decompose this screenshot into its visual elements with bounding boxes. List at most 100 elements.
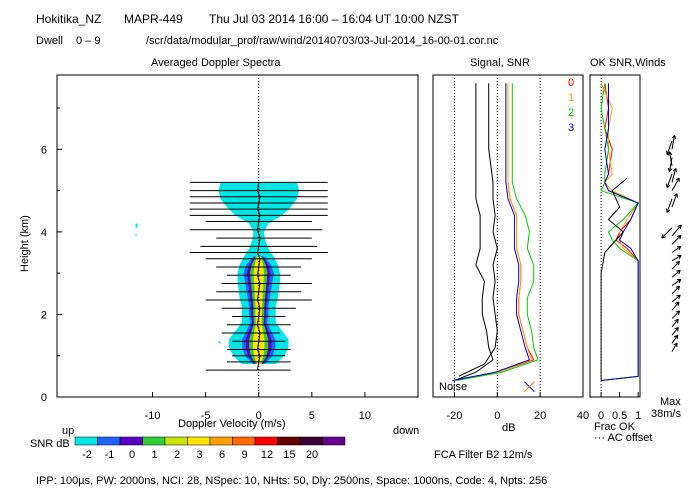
- snr-db-label: SNR dB: [30, 438, 70, 450]
- wind-arrow-head: [678, 261, 681, 266]
- wind-arrow-head: [676, 234, 682, 237]
- wind-arrow-head: [665, 150, 668, 155]
- wind-arrow-head: [674, 327, 679, 330]
- colorbar-swatch: [209, 436, 233, 446]
- wind-arrow: [671, 334, 679, 344]
- dwell-label: Dwell: [36, 35, 63, 47]
- wind-arrow: [671, 177, 680, 191]
- wind-arrow-head: [666, 209, 671, 213]
- wind-arrow-head: [677, 319, 679, 324]
- wind-arrow: [671, 224, 682, 237]
- ok-frame: [589, 74, 641, 398]
- colorbar-tick-label: -2: [82, 449, 92, 461]
- spectra-x-tick-label: -5: [201, 410, 211, 422]
- wind-arrow: [671, 327, 679, 336]
- channel-label-2: 2: [568, 107, 574, 119]
- colorbar-swatch: [254, 436, 278, 446]
- wind-arrow: [671, 261, 680, 270]
- wind-arrow-head: [675, 260, 680, 263]
- signal-series-3: [452, 83, 531, 381]
- wind-arrow-head: [679, 235, 682, 240]
- colorbar-swatch: [299, 436, 323, 446]
- signal-series-noise-upper: [458, 83, 498, 377]
- colorbar-swatch: [142, 436, 166, 446]
- colorbar-tick-label: 3: [196, 449, 202, 461]
- wind-arrow-head: [679, 224, 682, 229]
- spectra-x-tick-label: -10: [145, 410, 161, 422]
- wind-arrow-head: [665, 208, 668, 213]
- spectra-y-tick-label: 4: [41, 227, 47, 239]
- spectra-y-label: Height (km): [19, 215, 31, 272]
- colorbar-swatch: [277, 436, 301, 446]
- signal-series-1: [454, 83, 533, 381]
- radar-id: MAPR-449: [124, 12, 183, 26]
- wind-arrow-head: [678, 286, 681, 291]
- wind-arrow: [671, 342, 678, 352]
- snr-colorbar: -2 -1 0 1 2 3 6 9 12 15 20: [74, 436, 346, 461]
- colorbar-tick-label: 1: [151, 449, 157, 461]
- wind-arrow: [671, 234, 682, 245]
- signal-x-tick-label: 20: [534, 410, 546, 422]
- colorbar-tick-label: 2: [174, 449, 180, 461]
- wind-arrow-head: [674, 134, 677, 140]
- wind-arrow: [661, 227, 673, 239]
- ok-series-frac-1: [600, 83, 639, 381]
- signal-x-tick-label: 0: [494, 410, 500, 422]
- wind-arrow-head: [667, 167, 670, 172]
- wind-arrow: [666, 140, 673, 155]
- wind-arrow-head: [675, 177, 680, 181]
- signal-x-label: dB: [502, 422, 516, 434]
- colorbar-swatch: [187, 436, 211, 446]
- spectra-y-tick-label: 2: [41, 309, 47, 321]
- max-label: Max: [660, 396, 681, 408]
- colorbar-swatch: [164, 436, 188, 446]
- file-path: /scr/data/modular_prof/raw/wind/20140703…: [146, 35, 499, 47]
- wind-arrow-head: [674, 318, 679, 322]
- site-name: Hokitika_NZ: [36, 12, 102, 26]
- wind-arrow-head: [672, 168, 677, 172]
- colorbar-swatch: [119, 436, 143, 446]
- wind-arrow-head: [677, 301, 680, 307]
- footer-params: IPP: 100µs, PW: 2000ns, NCI: 28, NSpec: …: [36, 475, 548, 487]
- colorbar-tick-label: 0: [129, 449, 135, 461]
- noise-label: Noise: [439, 381, 468, 393]
- wind-arrow: [671, 254, 682, 262]
- signal-plot: 0 1 2 3 -20 0 20 40: [432, 74, 589, 422]
- signal-x-marker: [524, 381, 535, 393]
- spectra-x-tick-label: 0: [256, 410, 262, 422]
- wind-arrow: [671, 245, 682, 253]
- wind-arrow-head: [678, 255, 682, 260]
- wind-arrow-head: [661, 236, 666, 239]
- wind-arrow-head: [677, 327, 679, 332]
- wind-arrow-head: [678, 310, 681, 315]
- wind-arrow-head: [673, 342, 678, 346]
- wind-arrow-head: [678, 270, 681, 275]
- wind-arrow-head: [676, 269, 681, 272]
- ok-x-tick-label: 0.5: [612, 410, 627, 422]
- wind-arrow: [669, 157, 673, 172]
- ok-plot: 0 0.5 1: [589, 74, 682, 422]
- wind-arrow-head: [675, 168, 678, 173]
- wind-arrow: [671, 193, 678, 208]
- wind-arrow-head: [669, 168, 673, 173]
- wind-arrow-head: [678, 246, 682, 251]
- spectra-title: Averaged Doppler Spectra: [151, 57, 281, 69]
- signal-series-2: [456, 83, 539, 381]
- wind-arrow: [671, 269, 681, 278]
- spectra-y-tick-label: 6: [41, 144, 47, 156]
- spectra-stray-echo: [135, 233, 137, 236]
- colorbar-tick-label: 12: [261, 449, 273, 461]
- colorbar-swatch: [232, 436, 256, 446]
- ok-x-tick-label: 0: [598, 410, 604, 422]
- wind-arrow: [671, 135, 675, 150]
- signal-frame: [432, 74, 584, 398]
- wind-arrow-head: [677, 224, 682, 227]
- wind-arrow-head: [661, 233, 664, 239]
- wind-arrow: [666, 173, 673, 188]
- signal-series-noise-lower: [454, 83, 494, 381]
- wind-arrow: [671, 285, 680, 295]
- spectra-plot: -10 -5 0 5 10 0 2 4 6: [41, 74, 419, 422]
- ok-x-tick-label: 1: [635, 410, 641, 422]
- channel-label-0: 0: [568, 77, 574, 89]
